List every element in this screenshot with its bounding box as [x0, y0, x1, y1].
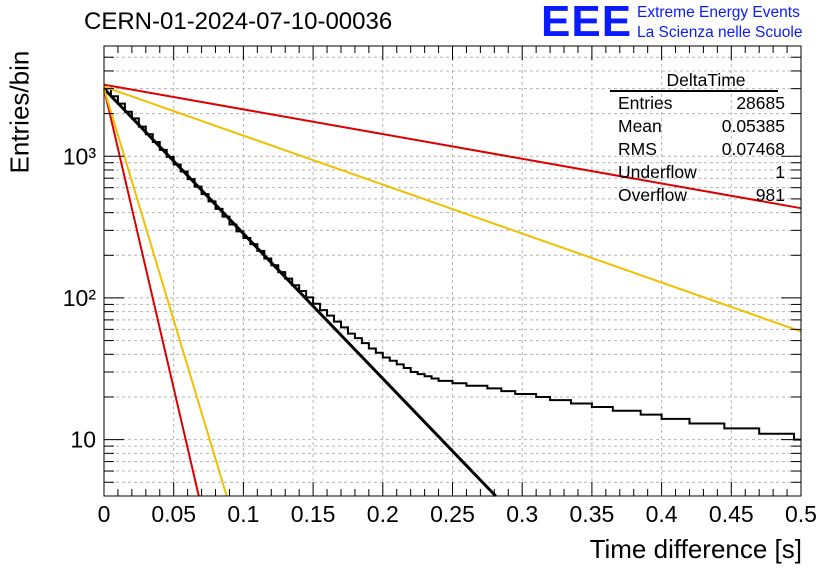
y-tick-label: 10² — [63, 285, 97, 311]
fit-line — [102, 87, 497, 498]
eee-logo: EEE — [541, 0, 633, 46]
fit-line — [103, 85, 802, 333]
stats-value: 0.07468 — [721, 139, 785, 159]
stats-key: Underflow — [618, 162, 697, 182]
stats-value: 28685 — [736, 93, 785, 113]
stats-row-underflow: Underflow 1 — [618, 162, 785, 184]
x-tick-label: 0 — [98, 501, 111, 527]
stats-box: DeltaTime Entries 28685 Mean 0.05385 RMS… — [608, 70, 804, 210]
logo-caption-line1: Extreme Energy Events — [637, 4, 800, 21]
stats-key: Mean — [618, 116, 662, 136]
x-tick-label: 0.5 — [785, 501, 817, 527]
x-tick-label: 0.1 — [227, 501, 259, 527]
fit-line — [103, 83, 802, 210]
stats-row-rms: RMS 0.07468 — [618, 139, 785, 161]
logo-caption-line2: La Scienza nelle Scuole — [637, 24, 803, 41]
x-tick-label: 0.4 — [646, 501, 678, 527]
y-tick-label: 10 — [70, 427, 96, 453]
run-title: CERN-01-2024-07-10-00036 — [84, 8, 393, 35]
x-tick-label: 0.2 — [367, 501, 399, 527]
stats-row-overflow: Overflow 981 — [618, 185, 785, 207]
y-tick-label: 10³ — [63, 143, 97, 169]
x-tick-label: 0.05 — [151, 501, 196, 527]
x-tick-label: 0.35 — [570, 501, 615, 527]
y-axis-label: Entries/bin — [4, 50, 35, 174]
x-tick-label: 0.25 — [430, 501, 475, 527]
stats-row-entries: Entries 28685 — [618, 93, 785, 115]
axis-ticks — [103, 45, 802, 497]
x-tick-label: 0.15 — [291, 501, 336, 527]
logo-caption: Extreme Energy Events La Scienza nelle S… — [637, 3, 802, 43]
stats-row-mean: Mean 0.05385 — [618, 116, 785, 138]
stats-value: 1 — [775, 162, 785, 182]
stats-divider — [610, 90, 778, 92]
x-tick-label: 0.3 — [506, 501, 538, 527]
stats-key: RMS — [618, 139, 657, 159]
x-axis-label: Time difference [s] — [589, 534, 802, 564]
data-series — [102, 83, 802, 498]
stats-value: 0.05385 — [721, 116, 785, 136]
stats-key: Overflow — [618, 185, 688, 205]
stats-value: 981 — [755, 185, 785, 205]
tick-labels: 0 0.05 0.1 0.15 0.2 0.25 0.3 0.35 0.4 0.45 0.5 10 10… — [63, 143, 817, 527]
stats-key: Entries — [618, 93, 673, 113]
x-tick-label: 0.45 — [709, 501, 754, 527]
fit-line — [103, 88, 200, 497]
fit-line — [103, 88, 228, 497]
stats-title: DeltaTime — [666, 70, 746, 90]
